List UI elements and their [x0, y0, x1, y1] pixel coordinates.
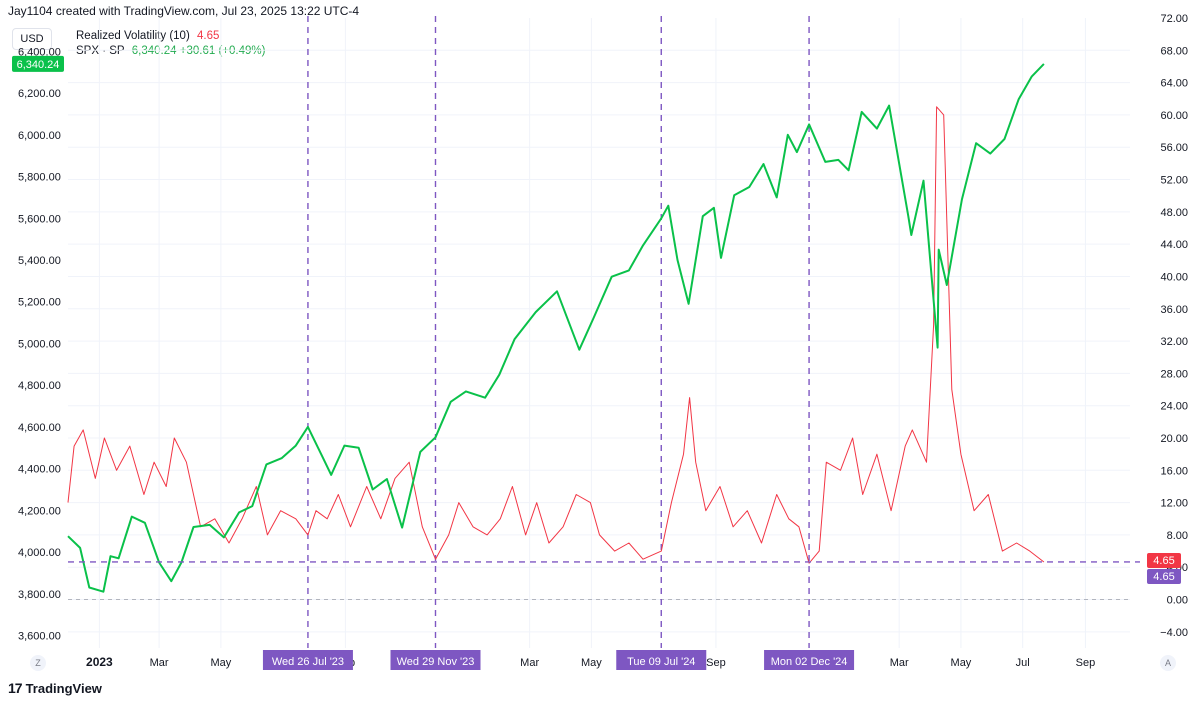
right-tick-label: 60.00	[1160, 110, 1188, 122]
legend-rv-name: Realized Volatility (10)	[76, 30, 190, 42]
left-tick-label: 6,200.00	[18, 88, 61, 100]
right-axis: −4.000.004.008.0012.0016.0020.0024.0028.…	[1160, 13, 1188, 639]
legend-spx-name: SPX · SP	[76, 45, 125, 57]
tradingview-logo: 17 TradingView	[8, 680, 102, 696]
legend-rv-row[interactable]: Realized Volatility (10) 4.65	[76, 29, 265, 44]
currency-button[interactable]: USD	[12, 28, 52, 50]
time-tick-label: Mar	[520, 657, 539, 669]
right-tick-label: 64.00	[1160, 78, 1188, 90]
date-marker-box	[390, 650, 481, 670]
right-tick-label: 56.00	[1160, 142, 1188, 154]
left-tick-label: 3,800.00	[18, 589, 61, 601]
tradingview-brand: TradingView	[25, 680, 102, 696]
date-marker-box	[764, 650, 855, 670]
legend-spx-change: +30.61 (+0.49%)	[179, 45, 266, 57]
rv-reference-badge	[1147, 568, 1181, 584]
rv-line	[67, 106, 1045, 564]
date-marker-label: Wed 26 Jul '23	[272, 656, 344, 668]
date-marker-label: Wed 29 Nov '23	[397, 656, 475, 668]
right-tick-label: 44.00	[1160, 239, 1188, 251]
right-tick-label: 0.00	[1167, 595, 1188, 607]
right-tick-label: 8.00	[1167, 530, 1188, 542]
left-tick-label: 5,800.00	[18, 172, 61, 184]
time-tick-label: 2023	[86, 655, 113, 669]
date-marker-box	[262, 650, 353, 670]
rv-last-badge	[1147, 552, 1181, 568]
right-tick-label: 36.00	[1160, 304, 1188, 316]
spx-line	[67, 63, 1045, 593]
auto-scale-left-button[interactable]: Z	[30, 655, 46, 671]
spx-last-badge-label: 6,340.24	[17, 59, 60, 71]
spx-last-badge	[12, 55, 64, 72]
left-tick-label: 4,200.00	[18, 505, 61, 517]
right-tick-label: 48.00	[1160, 207, 1188, 219]
left-axis: 3,600.00 3,800.00 4,000.00 4,200.00 4,400.00…	[18, 46, 61, 642]
right-tick-label: 72.00	[1160, 13, 1188, 25]
last-value-badges: 6,340.24 4.65 4.65	[12, 55, 1181, 584]
time-tick-label: May	[581, 657, 602, 669]
date-marker-lines	[307, 16, 810, 648]
spx-series	[67, 63, 1045, 593]
time-tick-label: Jul	[1016, 657, 1030, 669]
right-tick-label: 20.00	[1160, 433, 1188, 445]
chart-attribution: Jay1104 created with TradingView.com, Ju…	[8, 4, 360, 18]
date-marker-label: Mon 02 Dec '24	[771, 656, 848, 668]
legend: Realized Volatility (10) 4.65 SPX · SP 6…	[76, 29, 265, 59]
left-tick-label: 4,600.00	[18, 422, 61, 434]
time-axis: 2023MarMaySepMarMaySepMarMayJulSep	[86, 655, 1095, 669]
rv-series	[67, 106, 1045, 564]
right-tick-label: 40.00	[1160, 271, 1188, 283]
left-tick-label: 3,600.00	[18, 630, 61, 642]
grid-lines	[68, 18, 1130, 648]
legend-rv-value: 4.65	[196, 30, 220, 42]
date-marker-labels: Wed 26 Jul '23 Wed 29 Nov '23 Tue 09 Jul '…	[262, 650, 855, 670]
time-tick-label: May	[210, 657, 231, 669]
left-tick-label: 4,000.00	[18, 547, 61, 559]
time-tick-label: Sep	[1076, 657, 1096, 669]
right-tick-label: 24.00	[1160, 401, 1188, 413]
right-tick-label: 52.00	[1160, 175, 1188, 187]
legend-spx-row[interactable]: SPX · SP 6,340.24 +30.61 (+0.49%)	[76, 44, 265, 59]
left-tick-label: 5,600.00	[18, 213, 61, 225]
left-tick-label: 5,200.00	[18, 297, 61, 309]
right-tick-label: 12.00	[1160, 498, 1188, 510]
left-tick-label: 6,000.00	[18, 130, 61, 142]
left-tick-label: 4,400.00	[18, 464, 61, 476]
rv-reference-badge-label: 4.65	[1153, 571, 1174, 583]
time-tick-label: May	[951, 657, 972, 669]
date-marker-box	[616, 650, 707, 670]
time-tick-label: Mar	[890, 657, 909, 669]
tradingview-logo-icon: 17	[8, 680, 23, 696]
left-tick-label: 5,400.00	[18, 255, 61, 267]
left-tick-label: 6,400.00	[18, 46, 61, 58]
right-tick-label: 28.00	[1160, 368, 1188, 380]
right-tick-label: 32.00	[1160, 336, 1188, 348]
left-tick-label: 4,800.00	[18, 380, 61, 392]
right-tick-label: 68.00	[1160, 45, 1188, 57]
rv-last-badge-label: 4.65	[1153, 555, 1174, 567]
legend-spx-price: 6,340.24	[131, 45, 177, 57]
time-tick-label: Sep	[706, 657, 726, 669]
auto-scale-right-button[interactable]: A	[1160, 655, 1176, 671]
date-marker-label: Tue 09 Jul '24	[627, 656, 695, 668]
left-tick-label: 5,000.00	[18, 338, 61, 350]
right-tick-label: 16.00	[1160, 465, 1188, 477]
time-tick-label: Mar	[150, 657, 169, 669]
right-tick-label: −4.00	[1160, 627, 1188, 639]
